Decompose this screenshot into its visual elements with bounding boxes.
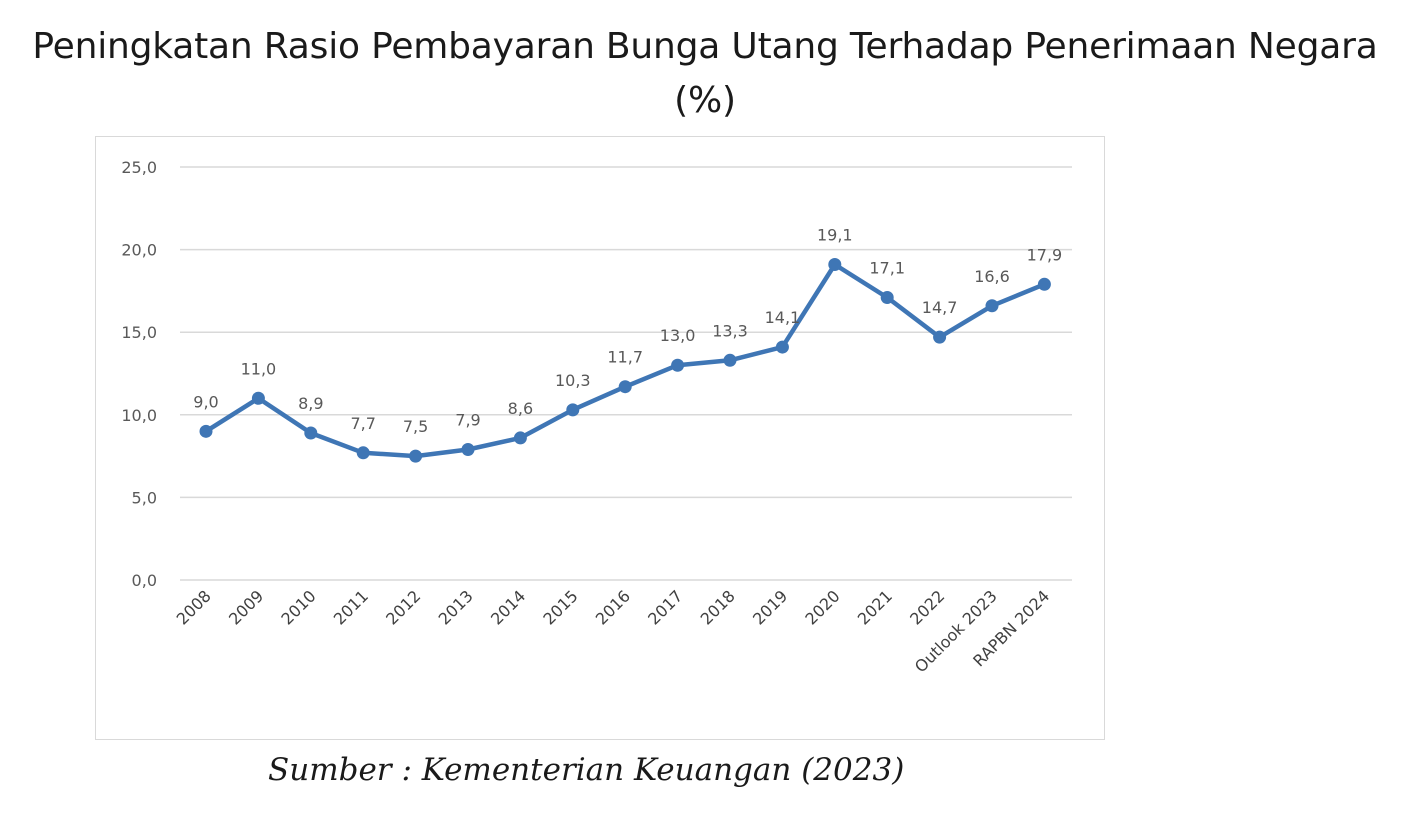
chart-title-unit: (%) (674, 80, 736, 121)
x-tick-label: 2020 (801, 586, 843, 628)
x-tick-label: 2008 (173, 586, 215, 628)
x-tick-label: 2017 (644, 586, 686, 628)
data-point (199, 424, 213, 438)
data-label: 17,1 (869, 259, 905, 278)
x-tick-label: 2014 (487, 586, 529, 628)
data-point (409, 449, 423, 463)
y-tick-label: 25,0 (121, 158, 157, 177)
data-point (880, 291, 894, 305)
y-tick-label: 5,0 (132, 488, 157, 507)
data-point (356, 446, 370, 460)
x-tick-label: 2009 (225, 586, 267, 628)
x-tick-label: 2019 (749, 586, 791, 628)
data-point (775, 340, 789, 354)
data-point (933, 330, 947, 344)
chart-title-main: Peningkatan Rasio Pembayaran Bunga Utang… (32, 26, 1378, 67)
data-label: 8,9 (298, 394, 323, 413)
data-label: 13,3 (712, 321, 748, 340)
data-point (671, 358, 685, 372)
data-label: 7,5 (403, 417, 428, 436)
x-tick-label: 2016 (592, 586, 634, 628)
data-label: 10,3 (555, 371, 591, 390)
data-point (723, 353, 737, 367)
x-tick-label: 2010 (277, 586, 319, 628)
data-point (304, 426, 318, 440)
x-tick-label: 2022 (906, 586, 948, 628)
data-label: 9,0 (193, 392, 218, 411)
data-label: 7,9 (455, 410, 480, 429)
data-label: 13,0 (660, 326, 696, 345)
y-tick-label: 20,0 (121, 241, 157, 260)
x-tick-label: 2015 (539, 586, 581, 628)
data-label: 17,9 (1027, 245, 1063, 264)
chart-frame (95, 136, 1105, 740)
data-point (566, 403, 580, 417)
data-label: 11,0 (241, 359, 277, 378)
y-tick-label: 10,0 (121, 406, 157, 425)
data-label: 11,7 (607, 348, 643, 367)
x-tick-label: 2021 (854, 586, 896, 628)
data-label: 14,1 (765, 308, 801, 327)
x-tick-label: 2018 (697, 586, 739, 628)
x-tick-label: 2013 (435, 586, 477, 628)
source-caption: Sumber : Kementerian Keuangan (2023) (268, 752, 905, 788)
data-point (251, 391, 265, 405)
data-point (1037, 277, 1051, 291)
data-point (513, 431, 527, 445)
data-label: 16,6 (974, 267, 1010, 286)
y-tick-label: 0,0 (132, 571, 157, 590)
x-tick-label: 2012 (382, 586, 424, 628)
data-point (461, 442, 475, 456)
data-point (985, 299, 999, 313)
data-label: 14,7 (922, 298, 958, 317)
data-point (618, 380, 632, 394)
data-label: 7,7 (350, 414, 375, 433)
x-tick-label: 2011 (330, 586, 372, 628)
data-point (828, 257, 842, 271)
data-label: 8,6 (508, 399, 533, 418)
chart-title: Peningkatan Rasio Pembayaran Bunga Utang… (0, 20, 1410, 128)
data-label: 19,1 (817, 225, 853, 244)
y-tick-label: 15,0 (121, 323, 157, 342)
